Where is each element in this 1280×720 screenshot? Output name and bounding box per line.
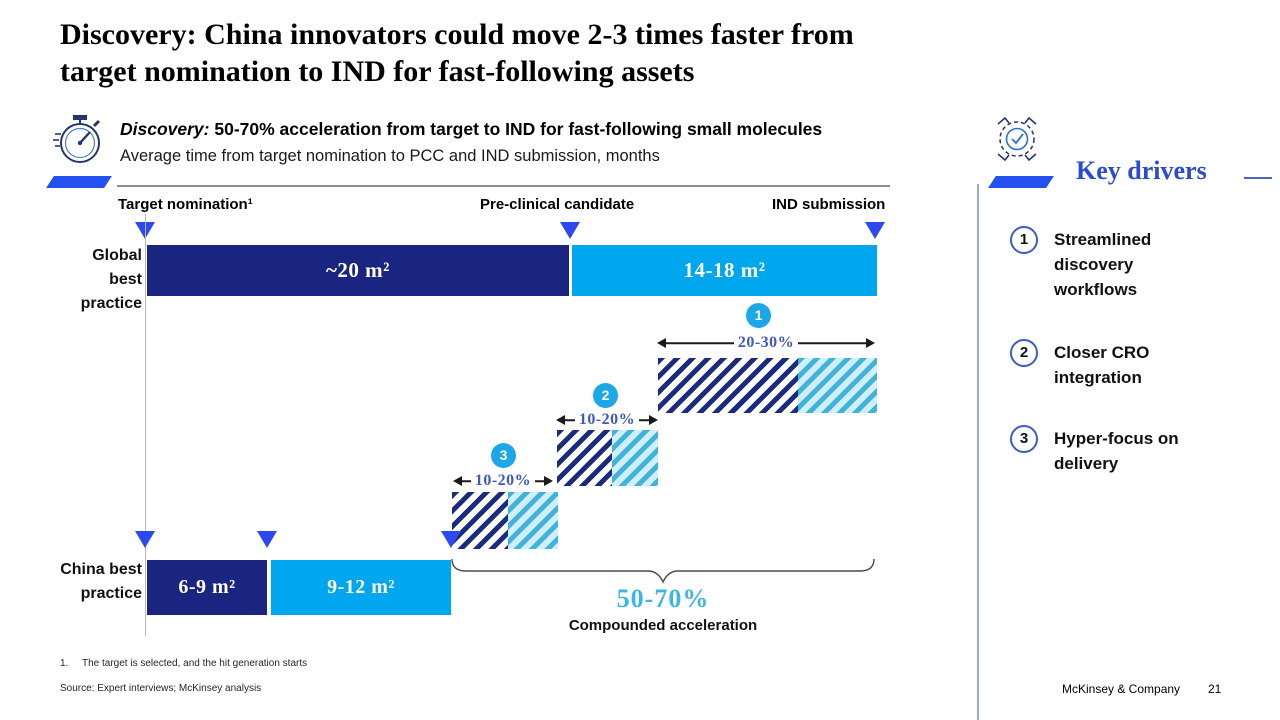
banner-divider-line xyxy=(117,185,890,187)
acceleration-2-hatched-bar xyxy=(557,430,658,486)
page-title-line2: target nomination to IND for fast-follow… xyxy=(60,55,695,88)
footnote-text: The target is selected, and the hit gene… xyxy=(82,658,308,669)
footnote-marker: 1. xyxy=(60,658,69,669)
key-driver-1-label: Streamlined discovery workflows xyxy=(1054,230,1152,299)
milestone-marker-icon xyxy=(135,531,155,548)
arrow-right-head-icon xyxy=(866,338,875,348)
accent-parallelogram-left xyxy=(46,176,112,188)
banner-headline: Discovery: 50-70% acceleration from targ… xyxy=(120,119,822,140)
row-label-china-best-practice: China best practice xyxy=(60,561,142,602)
milestone-marker-icon xyxy=(441,531,461,548)
footer-brand: McKinsey & Company xyxy=(1062,682,1181,696)
hatched-segment-cyan xyxy=(798,358,877,413)
key-drivers-title-dash xyxy=(1244,177,1272,179)
acceleration-1-value: 20-30% xyxy=(733,334,799,352)
milestone-marker-icon xyxy=(257,531,277,548)
milestone-label-ind-submission: IND submission xyxy=(772,196,886,213)
acceleration-2-arrow: 10-20% xyxy=(556,411,658,429)
key-driver-2-number: 2 xyxy=(1010,339,1038,367)
bar-china-pcc-to-ind: 9-12 m² xyxy=(271,560,451,615)
acceleration-3-arrow: 10-20% xyxy=(453,472,553,490)
key-drivers-title: Key drivers xyxy=(1076,156,1207,185)
arrow-right-head-icon xyxy=(649,415,658,425)
banner-subheadline: Average time from target nomination to P… xyxy=(120,147,660,165)
key-drivers-panel-border xyxy=(977,184,979,720)
acceleration-3-hatched-bar xyxy=(452,492,558,549)
milestone-marker-icon xyxy=(560,222,580,239)
acceleration-3-value: 10-20% xyxy=(470,472,536,490)
arrow-left-head-icon xyxy=(657,338,666,348)
page-title: Discovery: China innovators could move 2… xyxy=(60,16,1190,90)
hatched-segment-navy xyxy=(557,430,612,486)
acceleration-2-value: 10-20% xyxy=(574,411,640,429)
acceleration-3-badge: 3 xyxy=(491,443,516,468)
chart-axis-line xyxy=(145,214,146,636)
row-label-global-best-practice: Global best practice xyxy=(80,247,142,312)
key-driver-1-number: 1 xyxy=(1010,226,1038,254)
milestone-label-preclinical-candidate: Pre-clinical candidate xyxy=(480,196,635,213)
stopwatch-icon xyxy=(48,106,110,170)
milestone-marker-icon xyxy=(865,222,885,239)
page-title-line1: Discovery: China innovators could move 2… xyxy=(60,18,854,51)
hatched-segment-cyan xyxy=(612,430,658,486)
acceleration-1-hatched-bar xyxy=(658,358,877,413)
bar-global-target-to-pcc: ~20 m² xyxy=(147,245,569,296)
total-acceleration-label: Compounded acceleration xyxy=(568,617,758,634)
page-number: 21 xyxy=(1208,682,1222,696)
acceleration-1-badge: 1 xyxy=(746,303,771,328)
hatched-segment-navy xyxy=(658,358,798,413)
arrow-right-head-icon xyxy=(544,476,553,486)
accent-parallelogram-right xyxy=(988,176,1054,188)
milestone-label-target-nomination: Target nomination¹ xyxy=(118,196,253,213)
key-driver-2-label: Closer CRO integration xyxy=(1054,343,1150,387)
key-driver-3-number: 3 xyxy=(1010,425,1038,453)
hatched-segment-navy xyxy=(452,492,508,549)
total-acceleration-value: 50-70% xyxy=(616,584,710,613)
banner-headline-rest: 50-70% acceleration from target to IND f… xyxy=(209,119,823,139)
clock-check-icon xyxy=(986,108,1048,170)
bar-china-target-to-pcc: 6-9 m² xyxy=(147,560,267,615)
bar-global-pcc-to-ind: 14-18 m² xyxy=(572,245,877,296)
total-acceleration-brace xyxy=(450,556,876,588)
acceleration-2-badge: 2 xyxy=(593,383,618,408)
source-note: Source: Expert interviews; McKinsey anal… xyxy=(60,683,262,694)
arrow-left-head-icon xyxy=(556,415,565,425)
arrow-left-head-icon xyxy=(453,476,462,486)
hatched-segment-cyan xyxy=(508,492,558,549)
acceleration-1-arrow: 20-30% xyxy=(657,334,875,352)
footnote: 1. The target is selected, and the hit ge… xyxy=(60,658,307,669)
banner-headline-emphasis: Discovery: xyxy=(120,119,210,139)
key-driver-3-label: Hyper-focus on delivery xyxy=(1054,429,1179,473)
